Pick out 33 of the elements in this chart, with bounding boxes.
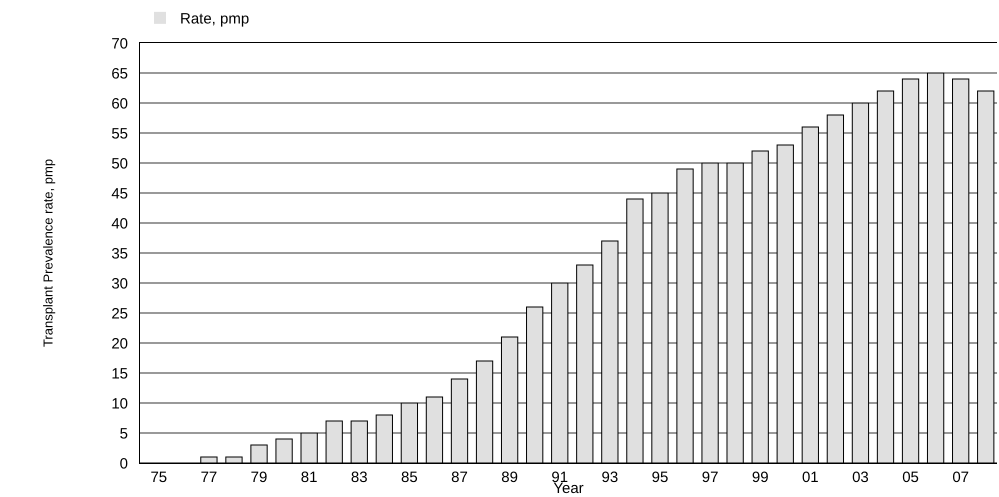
y-tick-label: 60: [111, 95, 128, 112]
y-tick-label: 20: [111, 335, 128, 352]
x-tick-label: 89: [501, 469, 518, 486]
legend-label: Rate, pmp: [180, 10, 250, 28]
x-tick-label: 79: [250, 469, 268, 486]
x-tick-label: 81: [300, 469, 318, 486]
y-tick-label: 30: [111, 275, 128, 292]
x-tick-label: 07: [952, 469, 970, 486]
x-tick-label: 83: [350, 469, 368, 486]
y-tick-label: 25: [111, 305, 128, 322]
y-tick-label: 10: [111, 395, 128, 412]
x-tick-label: 87: [451, 469, 468, 486]
y-tick-label: 15: [111, 365, 128, 382]
y-tick-label: 70: [111, 35, 128, 52]
y-tick-label: 50: [111, 155, 128, 172]
y-tick-label: 0: [120, 455, 128, 472]
y-tick-label: 35: [111, 245, 128, 262]
y-tick-label: 40: [111, 215, 128, 232]
x-tick-label: 01: [802, 469, 819, 486]
x-tick-label: 85: [401, 469, 418, 486]
x-tick-label: 97: [702, 469, 718, 486]
x-tick-label: 75: [150, 469, 168, 486]
y-tick-label: 65: [111, 65, 128, 82]
x-tick-label: 93: [602, 469, 618, 486]
y-tick-label: 5: [120, 425, 128, 442]
y-axis-title: Transplant Prevalence rate, pmp: [40, 158, 56, 348]
x-tick-label: 03: [852, 469, 869, 486]
x-tick-label: 77: [200, 469, 218, 486]
x-tick-label: 05: [902, 469, 919, 486]
x-tick-label: 99: [752, 469, 769, 486]
y-tick-label: 55: [111, 125, 128, 142]
y-tick-label: 45: [111, 185, 128, 202]
x-tick-label: 95: [652, 469, 668, 486]
